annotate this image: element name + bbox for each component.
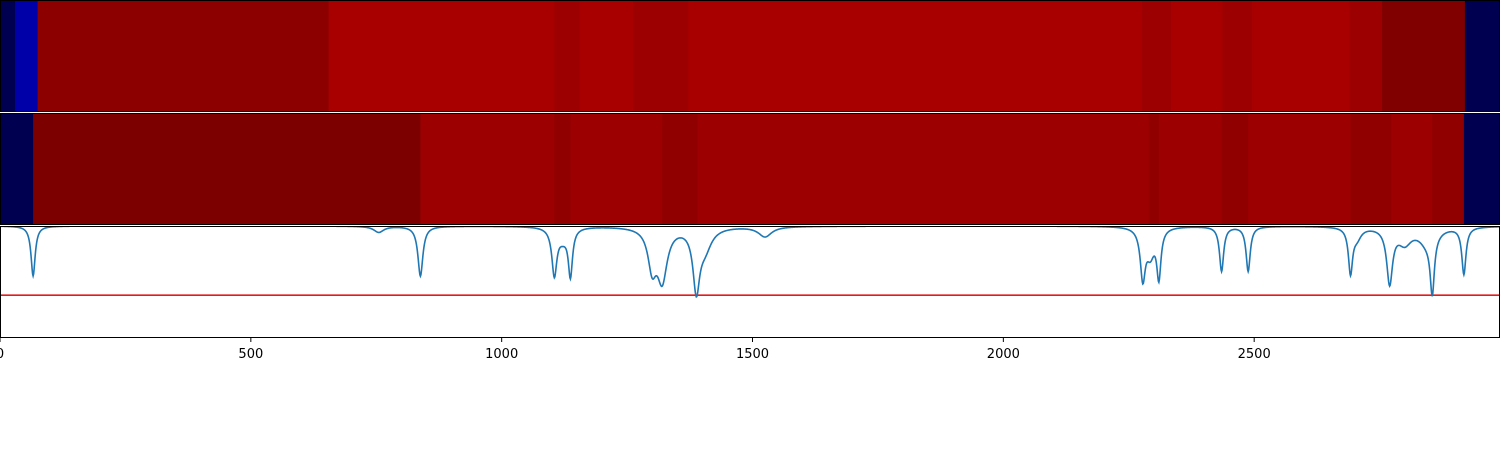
heatmap-cell: [1141, 0, 1172, 112]
x-tick-label: 2500: [1238, 347, 1271, 362]
heatmap-cell: [662, 113, 698, 225]
heatmap-cell: [1170, 0, 1224, 112]
heatmap-bottom: [0, 113, 1500, 225]
heatmap-cell: [1222, 0, 1253, 112]
heatmap-cell: [1464, 0, 1500, 112]
heatmap-cell: [33, 113, 422, 225]
heatmap-cell: [420, 113, 555, 225]
heatmap-cell: [1391, 113, 1433, 225]
heatmap-cell: [633, 0, 689, 112]
heatmap-cell: [1252, 0, 1351, 112]
heatmap-cell: [0, 0, 16, 112]
heatmap-cell: [570, 113, 663, 225]
heatmap-cell: [1221, 113, 1249, 225]
heatmap-cell: [554, 0, 581, 112]
heatmap-cell: [688, 0, 1143, 112]
heatmap-cell: [1463, 113, 1500, 225]
x-tick-label: 500: [238, 347, 263, 362]
heatmap-cell: [1382, 0, 1466, 112]
heatmap-cell: [1148, 113, 1160, 225]
x-tick-label: 1000: [485, 347, 518, 362]
line-plot-area: [0, 226, 1500, 338]
heatmap-cell: [1248, 113, 1352, 225]
plot-background: [0, 226, 1500, 338]
heatmap-cell: [554, 113, 572, 225]
heatmap-cell: [1158, 113, 1223, 225]
x-tick-label: 0: [0, 347, 4, 362]
x-tick-label: 1500: [736, 347, 769, 362]
heatmap-cell: [697, 113, 1150, 225]
heatmap-top: [0, 0, 1500, 112]
x-tick-label: 2000: [987, 347, 1020, 362]
heatmap-cell: [37, 0, 330, 112]
heatmap-cell: [15, 0, 39, 112]
heatmap-cell: [579, 0, 634, 112]
heatmap-cell: [1432, 113, 1465, 225]
heatmap-cell: [1350, 113, 1392, 225]
heatmap-cell: [1349, 0, 1383, 112]
heatmap-cell: [328, 0, 555, 112]
heatmap-cell: [0, 113, 34, 225]
